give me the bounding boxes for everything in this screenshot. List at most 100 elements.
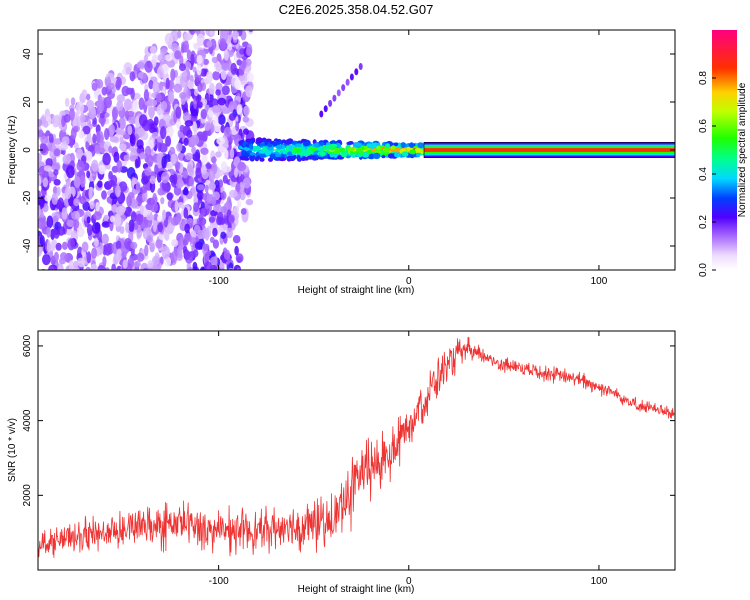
- heatmap-plot: -100 0 100 -40 -20 0 20 40 Height of straight l…: [7, 21, 676, 296]
- heatmap-cell: [129, 133, 136, 147]
- heatmap-cell: [168, 91, 175, 104]
- heatmap-cell: [208, 182, 216, 191]
- heatmap-cell: [210, 122, 215, 134]
- heatmap-cell: [121, 251, 127, 258]
- heatmap-cell: [138, 97, 145, 110]
- heatmap-cell: [102, 256, 107, 267]
- heatmap-cell: [53, 169, 59, 176]
- snr-ytick-label: 6000: [22, 334, 33, 357]
- heatmap-ytick-label: 40: [22, 48, 33, 60]
- heatmap-cell: [84, 268, 91, 270]
- heatmap-cell: [66, 219, 75, 227]
- heatmap-cell: [160, 126, 167, 140]
- heatmap-cell: [385, 143, 391, 149]
- heatmap-cell: [153, 116, 159, 126]
- heatmap-cell: [189, 22, 196, 29]
- heatmap-cell: [52, 186, 58, 195]
- heatmap-cell: [206, 250, 212, 257]
- heatmap-cell: [78, 130, 85, 139]
- heatmap-cell: [116, 94, 126, 103]
- heatmap-cell: [196, 64, 202, 76]
- heatmap-cell: [46, 226, 52, 238]
- heatmap-cell: [363, 145, 368, 151]
- heatmap-cell: [409, 149, 417, 155]
- heatmap-cell: [103, 214, 110, 221]
- heatmap-cell: [238, 23, 242, 29]
- heatmap-cell: [142, 267, 149, 270]
- heatmap-cell: [79, 196, 86, 205]
- heatmap-cell: [376, 142, 381, 147]
- heatmap-cell: [220, 161, 228, 174]
- heatmap-cell: [65, 165, 75, 179]
- heatmap-cell: [179, 63, 186, 72]
- heatmap-cell: [38, 245, 42, 257]
- heatmap-ytick-label: 20: [22, 96, 33, 108]
- heatmap-cell: [183, 186, 189, 196]
- heatmap-ylabel: Frequency (Hz): [7, 116, 18, 185]
- heatmap-cell: [190, 53, 195, 67]
- heatmap-cell: [183, 250, 191, 261]
- heatmap-cell: [259, 152, 267, 159]
- heatmap-cell: [144, 244, 149, 257]
- snr-ytick-label: 2000: [22, 484, 33, 507]
- heatmap-cell: [319, 141, 325, 146]
- heatmap-cell: [203, 200, 210, 210]
- heatmap-cell: [190, 21, 195, 30]
- heatmap-cell: [216, 137, 226, 145]
- heatmap-cell: [149, 46, 157, 54]
- heatmap-xlabel: Height of straight line (km): [298, 285, 415, 296]
- heatmap-cell: [215, 151, 222, 158]
- heatmap-cell: [132, 100, 140, 112]
- heatmap-cell: [204, 261, 213, 270]
- heatmap-cell: [43, 165, 52, 172]
- heatmap-cell: [207, 169, 216, 183]
- heatmap-cell: [249, 143, 254, 150]
- heatmap-cell: [124, 238, 132, 250]
- heatmap-cell: [256, 155, 261, 160]
- heatmap-cell: [106, 242, 114, 255]
- heatmap-cell: [155, 239, 163, 249]
- heatmap-cell: [113, 213, 122, 227]
- heatmap-cell: [208, 216, 216, 223]
- heatmap-cell: [205, 71, 213, 84]
- heatmap-cell: [148, 79, 154, 90]
- heatmap-cell: [276, 144, 283, 150]
- heatmap-cell: [130, 211, 137, 222]
- heatmap-cell: [170, 251, 178, 263]
- snr-axes: -100 0 100 2000 4000 6000: [22, 331, 675, 587]
- heatmap-cell: [196, 33, 205, 46]
- heatmap-cell: [73, 198, 80, 207]
- heatmap-cell: [259, 157, 265, 162]
- heatmap-cell: [211, 56, 218, 64]
- heatmap-cell: [128, 192, 135, 199]
- heatmap-cell: [128, 115, 137, 125]
- heatmap-cell: [107, 82, 115, 90]
- heatmap-cell: [264, 149, 271, 156]
- heatmap-cell: [248, 30, 254, 33]
- heatmap-cell: [133, 260, 141, 268]
- heatmap-cell: [212, 71, 221, 81]
- heatmap-cell: [39, 142, 47, 154]
- heatmap-cell: [193, 30, 201, 33]
- heatmap-cell: [393, 147, 402, 153]
- heatmap-cell: [236, 269, 242, 270]
- heatmap-xtick-label: 100: [591, 276, 608, 287]
- heatmap-cell: [136, 61, 145, 69]
- heatmap-cell: [294, 143, 303, 148]
- heatmap-cell: [200, 208, 206, 216]
- heatmap-cell: [86, 216, 91, 224]
- heatmap-cell: [102, 152, 111, 166]
- heatmap-cell: [164, 256, 172, 267]
- heatmap-cell: [146, 214, 155, 221]
- heatmap-marks: [38, 21, 675, 270]
- heatmap-cell: [62, 154, 72, 165]
- heatmap-cell: [144, 145, 152, 158]
- heatmap-cell: [186, 267, 194, 270]
- heatmap-cell: [108, 179, 115, 188]
- heatmap-cell: [285, 139, 293, 144]
- heatmap-cell: [97, 100, 105, 113]
- heatmap-cell: [209, 30, 216, 37]
- heatmap-cell: [194, 88, 199, 97]
- heatmap-cell: [240, 208, 247, 215]
- heatmap-cell: [157, 215, 162, 222]
